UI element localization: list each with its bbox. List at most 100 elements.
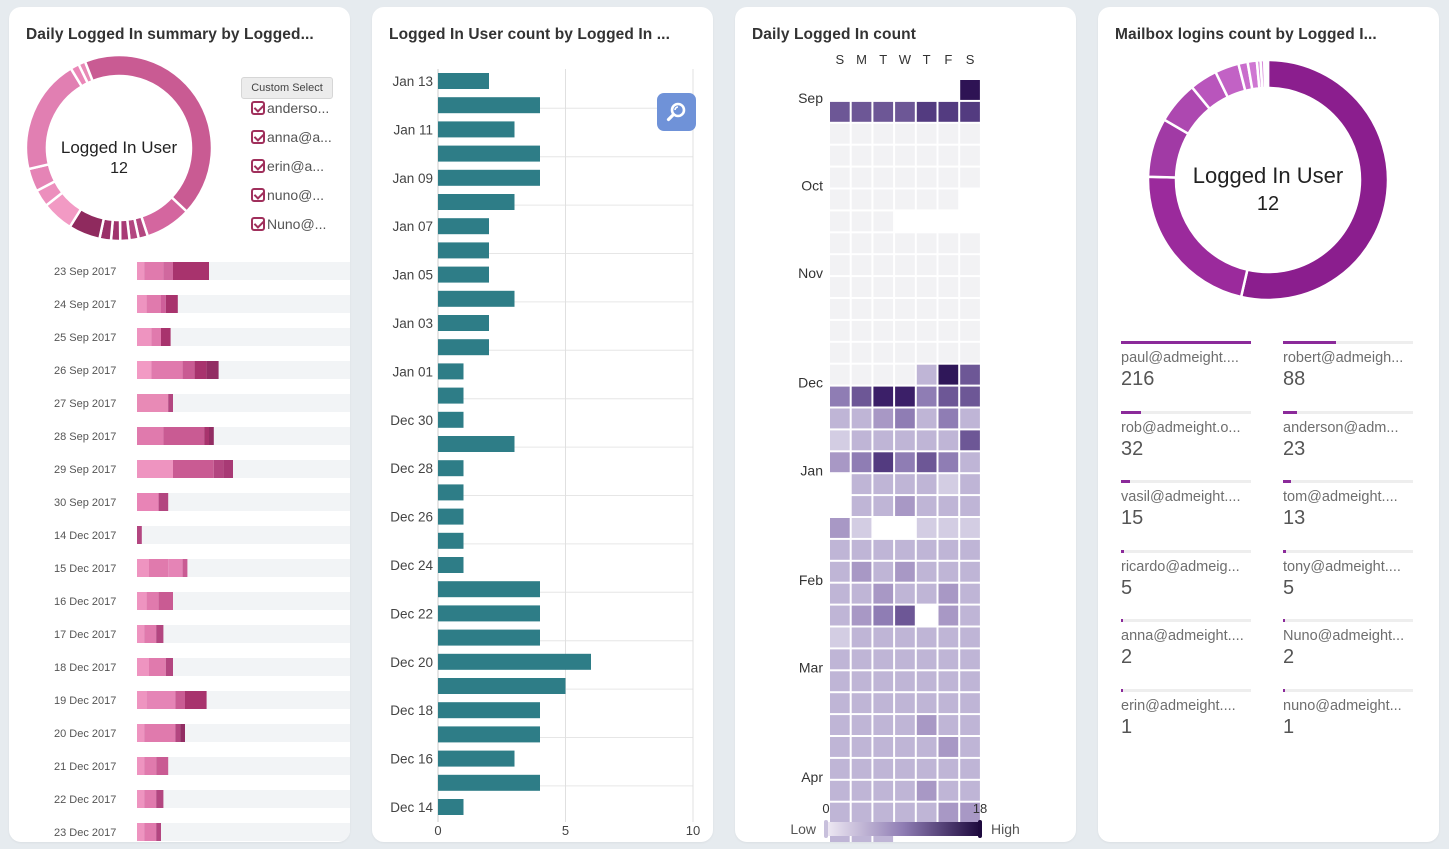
bar[interactable] — [438, 411, 464, 428]
heatmap-cell[interactable] — [895, 189, 915, 210]
heatmap-cell[interactable] — [830, 539, 850, 560]
heatmap-cell[interactable] — [873, 255, 894, 276]
heatmap-cell[interactable] — [873, 167, 894, 188]
heatmap-cell[interactable] — [830, 758, 850, 779]
row-bar-segment[interactable] — [137, 493, 159, 511]
heatmap-cell[interactable] — [830, 737, 850, 757]
heatmap-cell[interactable] — [830, 342, 850, 363]
heatmap-cell[interactable] — [830, 605, 850, 626]
heatmap-cell[interactable] — [830, 211, 850, 232]
heatmap-cell[interactable] — [916, 189, 937, 210]
heatmap-cell[interactable] — [895, 671, 915, 692]
row-bar-segment[interactable] — [223, 460, 233, 478]
row-bar-segment[interactable] — [144, 823, 157, 841]
row-bar-segment[interactable] — [146, 295, 161, 313]
row-bar-segment[interactable] — [173, 262, 209, 280]
heatmap-cell[interactable] — [916, 583, 937, 604]
heatmap-cell[interactable] — [960, 145, 980, 166]
heatmap-cell[interactable] — [873, 189, 894, 210]
heatmap-cell[interactable] — [873, 364, 894, 385]
heatmap-cell[interactable] — [830, 583, 850, 604]
heatmap-cell[interactable] — [851, 189, 872, 210]
mailbox-stat-item[interactable]: nuno@admeight... 1 — [1283, 688, 1413, 739]
heatmap-cell[interactable] — [830, 561, 850, 582]
heatmap-cell[interactable] — [916, 408, 937, 429]
heatmap-cell[interactable] — [960, 758, 980, 779]
heatmap-cell[interactable] — [830, 167, 850, 188]
row-bar-segment[interactable] — [165, 658, 173, 676]
legend-item[interactable]: nuno@... — [251, 185, 324, 205]
heatmap-cell[interactable] — [895, 123, 915, 144]
heatmap-cell[interactable] — [851, 211, 872, 232]
row-bar-segment[interactable] — [163, 427, 205, 445]
heatmap-cell[interactable] — [916, 277, 937, 297]
heatmap-cell[interactable] — [895, 715, 915, 735]
heatmap-cell[interactable] — [960, 496, 980, 516]
heatmap-cell[interactable] — [895, 561, 915, 582]
bar[interactable] — [438, 460, 464, 477]
heatmap-cell[interactable] — [851, 386, 872, 407]
bar[interactable] — [438, 339, 489, 356]
heatmap-cell[interactable] — [960, 386, 980, 407]
heatmap-cell[interactable] — [895, 474, 915, 495]
row-bar-segment[interactable] — [137, 757, 145, 775]
heatmap-cell[interactable] — [851, 715, 872, 735]
heatmap-cell[interactable] — [916, 320, 937, 341]
mailbox-stat-item[interactable]: vasil@admeight.... 15 — [1121, 480, 1251, 530]
row-bar-segment[interactable] — [161, 328, 171, 346]
heatmap-cell[interactable] — [938, 474, 959, 495]
heatmap-cell[interactable] — [830, 715, 850, 735]
heatmap-cell[interactable] — [873, 583, 894, 604]
heatmap-cell[interactable] — [938, 145, 959, 166]
heatmap-cell[interactable] — [851, 408, 872, 429]
donut-segment[interactable] — [69, 62, 90, 89]
heatmap-cell[interactable] — [916, 474, 937, 495]
heatmap-cell[interactable] — [873, 671, 894, 692]
heatmap-cell[interactable] — [938, 167, 959, 188]
heatmap-cell[interactable] — [851, 320, 872, 341]
row-bar-segment[interactable] — [137, 328, 152, 346]
heatmap-cell[interactable] — [916, 693, 937, 714]
bar[interactable] — [438, 653, 591, 670]
heatmap-cell[interactable] — [873, 145, 894, 166]
heatmap-cell[interactable] — [938, 320, 959, 341]
heatmap-cell[interactable] — [938, 342, 959, 363]
row-bar-segment[interactable] — [156, 790, 164, 808]
heatmap-cell[interactable] — [830, 145, 850, 166]
heatmap-cell[interactable] — [916, 430, 937, 451]
bar[interactable] — [438, 702, 540, 719]
heatmap-cell[interactable] — [851, 693, 872, 714]
heatmap-cell[interactable] — [895, 342, 915, 363]
row-bar-segment[interactable] — [156, 757, 169, 775]
bar[interactable] — [438, 194, 515, 210]
row-bar-segment[interactable] — [149, 658, 166, 676]
donut-segment[interactable] — [1146, 175, 1249, 299]
heatmap-cell[interactable] — [938, 802, 959, 823]
heatmap-cell[interactable] — [830, 277, 850, 297]
heatmap-cell[interactable] — [960, 518, 980, 538]
donut-segment[interactable] — [1239, 58, 1390, 302]
heatmap-cell[interactable] — [916, 342, 937, 363]
row-bar-segment[interactable] — [163, 262, 173, 280]
row-bar-segment[interactable] — [175, 724, 181, 742]
heatmap-cell[interactable] — [851, 452, 872, 473]
heatmap-cell[interactable] — [851, 145, 872, 166]
heatmap-cell[interactable] — [873, 101, 894, 122]
heatmap-cell[interactable] — [830, 320, 850, 341]
heatmap-cell[interactable] — [895, 649, 915, 670]
bar[interactable] — [438, 315, 489, 331]
bar[interactable] — [438, 73, 489, 89]
heatmap-cell[interactable] — [851, 605, 872, 626]
heatmap-cell[interactable] — [830, 233, 850, 254]
heatmap-cell[interactable] — [873, 496, 894, 516]
legend-item[interactable]: erin@a... — [251, 156, 324, 176]
heatmap-cell[interactable] — [960, 474, 980, 495]
heatmap-cell[interactable] — [830, 386, 850, 407]
heatmap-cell[interactable] — [851, 561, 872, 582]
heatmap-cell[interactable] — [873, 123, 894, 144]
heatmap-cell[interactable] — [916, 452, 937, 473]
heatmap-cell[interactable] — [916, 649, 937, 670]
heatmap-cell[interactable] — [895, 386, 915, 407]
heatmap-cell[interactable] — [851, 780, 872, 801]
heatmap-cell[interactable] — [895, 583, 915, 604]
